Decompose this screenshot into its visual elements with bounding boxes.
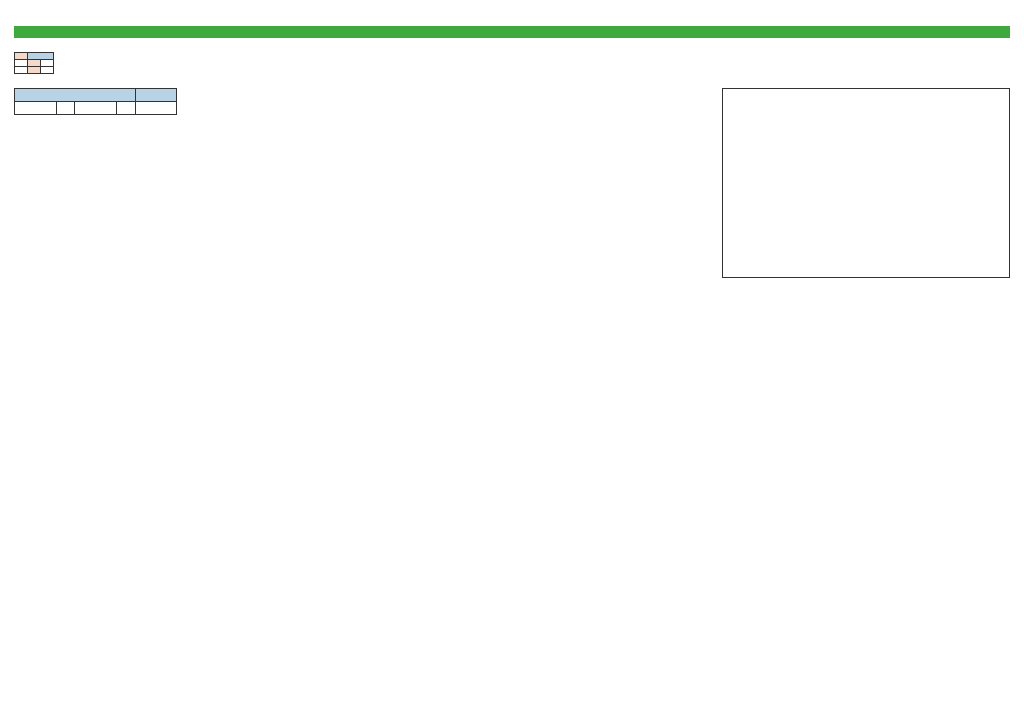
capacity-label: [15, 60, 28, 67]
range-block: [740, 302, 1010, 306]
notes-block: [14, 302, 716, 306]
page-title: [14, 26, 1010, 38]
chart-svg: [729, 95, 1003, 255]
fee-label: [15, 67, 28, 74]
row-savings-chart: [14, 88, 1010, 278]
left-column: [14, 88, 708, 125]
notes-range-row: [14, 302, 1010, 306]
capacity-unit: [41, 60, 54, 67]
savings-rate-label: [136, 89, 177, 102]
savings-month: [75, 102, 117, 115]
contract-table: [14, 52, 54, 74]
plan-label: [15, 53, 28, 60]
capacity-value: [28, 60, 41, 67]
savings-amount-label: [15, 89, 136, 102]
row-contract-usage: [14, 52, 1010, 74]
header-row: [14, 12, 1010, 16]
plan-value: [28, 53, 54, 60]
savings-year: [15, 102, 57, 115]
fee-unit: [41, 67, 54, 74]
usage-chart: [722, 88, 1010, 278]
savings-year-unit: [56, 102, 75, 115]
fee-value: [28, 67, 41, 74]
savings-table: [14, 88, 177, 115]
savings-rate: [136, 102, 177, 115]
savings-month-unit: [117, 102, 136, 115]
